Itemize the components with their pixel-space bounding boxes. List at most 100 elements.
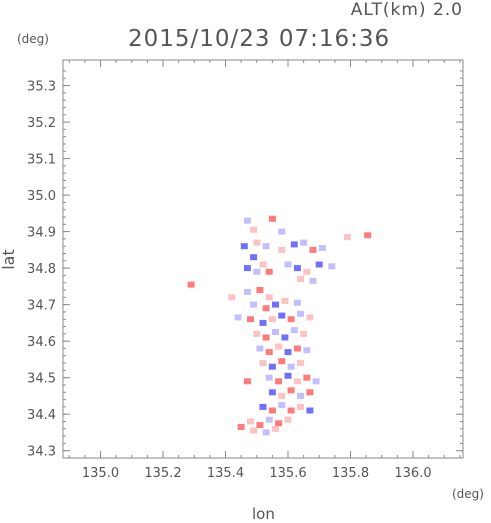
heatmap-cell (328, 263, 336, 270)
y-tick-label: 35.1 (27, 153, 56, 168)
plot-border (62, 59, 464, 459)
heatmap-cell (259, 403, 267, 410)
heatmap-cell (287, 387, 295, 394)
heatmap-cell (293, 299, 301, 306)
x-tick-label: 135.6 (269, 466, 306, 481)
heatmap-cell (265, 349, 273, 356)
x-tick-label: 135.8 (332, 466, 369, 481)
heatmap-cell (259, 319, 267, 326)
heatmap-cell (278, 228, 286, 235)
heatmap-cell (253, 239, 261, 246)
heatmap-cell (250, 254, 258, 261)
heatmap-cell (272, 425, 279, 432)
heatmap-cell (259, 360, 267, 367)
heatmap-cell (297, 392, 304, 399)
y-tick-label: 34.6 (27, 335, 56, 350)
x-axis-unit: (deg) (452, 487, 484, 501)
heatmap-cell (293, 345, 301, 352)
y-tick-label: 34.7 (27, 299, 56, 314)
x-tick-label: 136.0 (394, 466, 431, 481)
heatmap-cell (265, 294, 273, 301)
heatmap-cell (250, 226, 258, 233)
heatmap-cell (278, 312, 286, 319)
heatmap-cell (187, 281, 195, 288)
heatmap-cell (275, 378, 283, 385)
heatmap-cell (303, 268, 311, 275)
y-axis-unit: (deg) (17, 32, 49, 46)
heatmap-cell (278, 392, 286, 399)
heatmap-cell (256, 287, 264, 293)
heatmap-cell (243, 288, 251, 295)
heatmap-cell (312, 378, 320, 385)
heatmap-cell (278, 402, 286, 409)
heatmap-cell (287, 363, 295, 370)
heatmap-cell (256, 422, 264, 429)
heatmap-cell (253, 330, 261, 337)
heatmap-cell (268, 389, 276, 396)
heatmap-cell (250, 427, 258, 434)
heatmap-cell (278, 246, 286, 253)
heatmap-cell (275, 343, 283, 350)
heatmap-cell (306, 389, 314, 396)
axis-ticks: 34.3 34.4 34.5 34.6 34.7 34.8 34.9 35.0 35.1 35.2… (27, 60, 463, 481)
heatmap-cell (303, 374, 311, 381)
heatmap-cell (284, 261, 292, 268)
y-tick-label: 34.3 (27, 445, 56, 460)
heatmap-cell (240, 243, 248, 250)
heatmap-cell (306, 407, 314, 414)
heatmap-cell (268, 407, 276, 414)
heatmap-cells (187, 215, 372, 436)
y-axis-title: lat (0, 249, 18, 270)
heatmap-cell (265, 374, 273, 381)
heatmap-cell (364, 232, 372, 239)
heatmap-cell (297, 310, 304, 317)
heatmap-cell (293, 265, 301, 272)
heatmap-cell (309, 246, 317, 253)
y-tick-label: 35.2 (27, 116, 56, 131)
heatmap-cell (228, 294, 236, 301)
heatmap-cell (268, 215, 276, 222)
heatmap-cell (318, 245, 326, 251)
heatmap-cell (256, 345, 264, 352)
x-axis-title: lon (252, 505, 275, 523)
heatmap-cell (262, 243, 270, 250)
heatmap-cell (293, 378, 301, 385)
y-tick-label: 34.5 (27, 372, 56, 387)
heatmap-cell (237, 424, 245, 430)
heatmap-cell (284, 372, 292, 379)
plot-frame (62, 59, 464, 459)
heatmap-cell (253, 268, 261, 275)
heatmap-cell (268, 363, 276, 370)
heatmap-cell (284, 349, 292, 356)
y-tick-label: 35.3 (27, 80, 56, 95)
heatmap-cell (278, 358, 286, 365)
heatmap-cell (306, 314, 314, 321)
heatmap-cell (262, 305, 270, 312)
heatmap-cell (287, 407, 295, 414)
x-tick-label: 135.4 (207, 466, 244, 481)
heatmap-cell (247, 316, 254, 323)
heatmap-cell (281, 334, 289, 341)
heatmap-cell (290, 327, 298, 334)
heatmap-cell (265, 268, 273, 275)
heatmap-cell (284, 416, 292, 423)
heatmap-cell (290, 241, 298, 248)
heatmap-cell (247, 418, 254, 425)
heatmap-cell (300, 330, 308, 337)
heatmap-cell (281, 298, 289, 304)
x-tick-label: 135.0 (82, 466, 119, 481)
heatmap-cell (297, 360, 304, 367)
heatmap-cell (275, 420, 283, 427)
heatmap-cell (315, 261, 323, 268)
heatmap-cell (243, 217, 251, 224)
heatmap-cell (309, 277, 317, 284)
x-tick-label: 135.2 (144, 466, 181, 481)
heatmap-cell (243, 378, 251, 385)
heatmap-cell (272, 329, 279, 335)
heatmap-cell (243, 265, 251, 272)
heatmap-cell (265, 416, 273, 423)
heatmap-cell (262, 334, 270, 341)
heatmap-cell (343, 234, 351, 241)
heatmap-cell (268, 316, 276, 323)
